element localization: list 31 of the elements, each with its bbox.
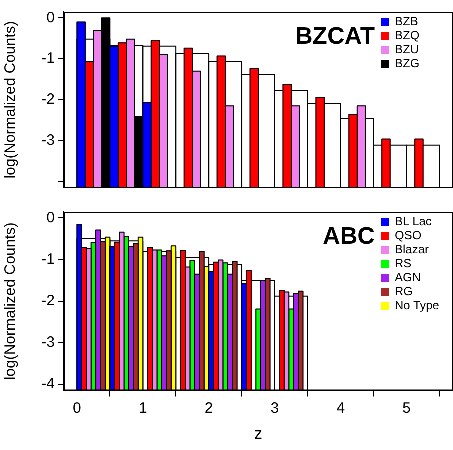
text: BZCAT (295, 23, 376, 50)
legend-label: BZU (395, 42, 419, 56)
y-axis-title: log(Normalized Counts) (2, 222, 20, 380)
legend-label: QSO (395, 228, 422, 242)
y-tick-label: -2 (42, 91, 55, 108)
y-tick-label: -3 (42, 132, 55, 150)
legend-label: BZG (395, 56, 420, 70)
y-tick-label: -3 (42, 334, 55, 352)
text: ABC (323, 223, 375, 250)
legend-label: BZQ (395, 28, 420, 42)
y-tick-label: 0 (46, 209, 55, 226)
legend-label: RG (395, 284, 413, 298)
y-tick-label: -4 (42, 376, 55, 393)
legend-label: BZB (395, 14, 418, 28)
x-tick-label: 4 (336, 400, 346, 417)
y-axis-title: log(Normalized Counts) (2, 21, 20, 179)
legend-label: No Type (395, 298, 440, 312)
legend-label: Blazar (395, 242, 430, 256)
y-tick-label: -1 (42, 50, 55, 68)
x-tick-label: 5 (402, 400, 412, 417)
x-tick-label: 0 (73, 400, 82, 417)
y-tick-label: -1 (42, 250, 55, 268)
y-tick-label: -2 (42, 292, 55, 310)
x-tick-label: 1 (138, 400, 148, 417)
y-tick-label: 0 (46, 9, 55, 26)
x-axis-title: z (254, 426, 262, 443)
x-tick-label: 3 (270, 400, 280, 417)
legend-label: BL Lac (395, 214, 432, 228)
legend-label: AGN (395, 270, 422, 284)
x-tick-label: 2 (204, 400, 214, 417)
legend-label: RS (395, 256, 412, 270)
